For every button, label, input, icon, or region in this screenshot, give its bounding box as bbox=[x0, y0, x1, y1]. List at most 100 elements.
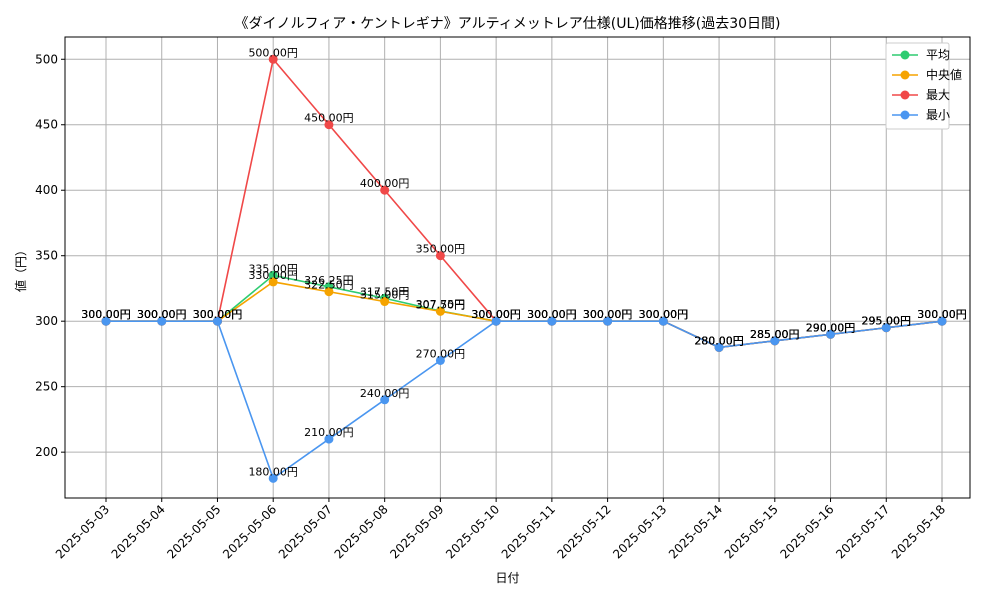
data-label: 300.00円 bbox=[137, 308, 187, 321]
data-point bbox=[324, 120, 334, 130]
data-label: 280.00円 bbox=[694, 334, 744, 347]
x-tick-label: 2025-05-07 bbox=[276, 502, 335, 561]
data-label: 280.00円 bbox=[694, 334, 744, 347]
data-point bbox=[268, 277, 278, 287]
data-point bbox=[770, 336, 780, 346]
data-label: 400.00円 bbox=[360, 177, 410, 190]
data-label: 290.00円 bbox=[806, 321, 856, 334]
data-label: 300.00円 bbox=[917, 308, 967, 321]
y-tick-label: 350 bbox=[35, 249, 58, 263]
label-layer: 300.00円 300.00円 300.00円 335.00円 326.25円 317.5… bbox=[81, 46, 967, 478]
x-tick-label: 2025-05-12 bbox=[555, 502, 614, 561]
data-label: 300.00円 bbox=[471, 308, 521, 321]
data-label: 295.00円 bbox=[862, 315, 912, 328]
legend-box bbox=[885, 42, 950, 130]
data-point bbox=[268, 54, 278, 64]
data-point bbox=[157, 316, 167, 326]
data-label: 300.00円 bbox=[583, 308, 633, 321]
x-tick-label: 2025-05-04 bbox=[109, 502, 168, 561]
data-label: 450.00円 bbox=[304, 112, 354, 125]
data-label: 295.00円 bbox=[862, 315, 912, 328]
data-label: 180.00円 bbox=[248, 465, 298, 478]
data-label: 500.00円 bbox=[248, 46, 298, 59]
data-label: 285.00円 bbox=[750, 328, 800, 341]
x-tick-label: 2025-05-16 bbox=[777, 502, 836, 561]
x-tick-label: 2025-05-09 bbox=[387, 502, 446, 561]
data-label: 300.00円 bbox=[527, 308, 577, 321]
y-tick-label: 300 bbox=[35, 314, 58, 328]
data-label: 300.00円 bbox=[583, 308, 633, 321]
data-label: 290.00円 bbox=[806, 321, 856, 334]
data-label: 317.50円 bbox=[360, 285, 410, 298]
data-label: 330.00円 bbox=[248, 269, 298, 282]
data-label: 295.00円 bbox=[862, 315, 912, 328]
legend-label: 最小 bbox=[926, 108, 950, 122]
data-point bbox=[435, 306, 445, 316]
data-label: 300.00円 bbox=[639, 308, 689, 321]
data-label: 300.00円 bbox=[137, 308, 187, 321]
y-axis-label: 値（円） bbox=[13, 244, 28, 292]
data-label: 300.00円 bbox=[193, 308, 243, 321]
y-tick-label: 450 bbox=[35, 118, 58, 132]
data-label: 300.00円 bbox=[527, 308, 577, 321]
x-tick-label: 2025-05-03 bbox=[53, 502, 112, 561]
data-label: 300.00円 bbox=[639, 308, 689, 321]
x-tick-label: 2025-05-06 bbox=[220, 502, 279, 561]
x-tick-label: 2025-05-17 bbox=[833, 502, 892, 561]
grid-layer bbox=[65, 37, 970, 498]
x-tick-label: 2025-05-08 bbox=[332, 502, 391, 561]
data-point bbox=[212, 316, 222, 326]
legend-label: 最大 bbox=[926, 88, 950, 102]
data-label: 270.00円 bbox=[416, 347, 466, 360]
data-label: 300.00円 bbox=[639, 308, 689, 321]
plot-frame bbox=[64, 36, 971, 499]
legend-marker bbox=[900, 90, 910, 100]
data-point bbox=[101, 316, 111, 326]
legend-label: 中央値 bbox=[926, 67, 962, 82]
data-label: 280.00円 bbox=[694, 334, 744, 347]
data-point bbox=[435, 355, 445, 365]
data-label: 300.00円 bbox=[193, 308, 243, 321]
data-point bbox=[435, 251, 445, 261]
data-label: 210.00円 bbox=[304, 426, 354, 439]
data-point bbox=[881, 323, 891, 333]
data-label: 300.00円 bbox=[471, 308, 521, 321]
data-point bbox=[380, 185, 390, 195]
data-label: 285.00円 bbox=[750, 328, 800, 341]
chart-title: 《ダイノルフィア・ケントレギナ》アルティメットレア仕様(UL)価格推移(過去30… bbox=[234, 16, 780, 32]
tick-layer: 2025-05-032025-05-042025-05-052025-05-06… bbox=[35, 52, 948, 561]
data-point bbox=[268, 473, 278, 483]
data-label: 350.00円 bbox=[416, 243, 466, 256]
x-tick-label: 2025-05-15 bbox=[722, 502, 781, 561]
data-label: 300.00円 bbox=[137, 308, 187, 321]
data-point bbox=[491, 316, 501, 326]
data-point bbox=[826, 329, 836, 339]
x-tick-label: 2025-05-10 bbox=[443, 502, 502, 561]
series-line bbox=[106, 320, 943, 480]
data-label: 240.00円 bbox=[360, 387, 410, 400]
data-point bbox=[380, 297, 390, 307]
data-label: 300.00円 bbox=[81, 308, 131, 321]
y-tick-label: 400 bbox=[35, 183, 58, 197]
data-point bbox=[324, 434, 334, 444]
data-label: 300.00円 bbox=[917, 308, 967, 321]
x-tick-label: 2025-05-11 bbox=[499, 502, 558, 561]
x-axis-label: 日付 bbox=[495, 571, 519, 585]
data-point bbox=[380, 395, 390, 405]
data-label: 300.00円 bbox=[639, 308, 689, 321]
data-label: 300.00円 bbox=[583, 308, 633, 321]
data-label: 326.25円 bbox=[304, 274, 354, 287]
data-label: 290.00円 bbox=[806, 321, 856, 334]
data-label: 285.00円 bbox=[750, 328, 800, 341]
data-label: 280.00円 bbox=[694, 334, 744, 347]
data-label: 295.00円 bbox=[862, 315, 912, 328]
y-tick-label: 500 bbox=[35, 52, 58, 66]
legend-label: 平均 bbox=[926, 48, 950, 62]
data-point bbox=[714, 342, 724, 352]
data-label: 300.00円 bbox=[471, 308, 521, 321]
data-label: 300.00円 bbox=[527, 308, 577, 321]
data-label: 315.00円 bbox=[360, 289, 410, 302]
data-label: 300.00円 bbox=[193, 308, 243, 321]
series-layer bbox=[101, 54, 947, 483]
